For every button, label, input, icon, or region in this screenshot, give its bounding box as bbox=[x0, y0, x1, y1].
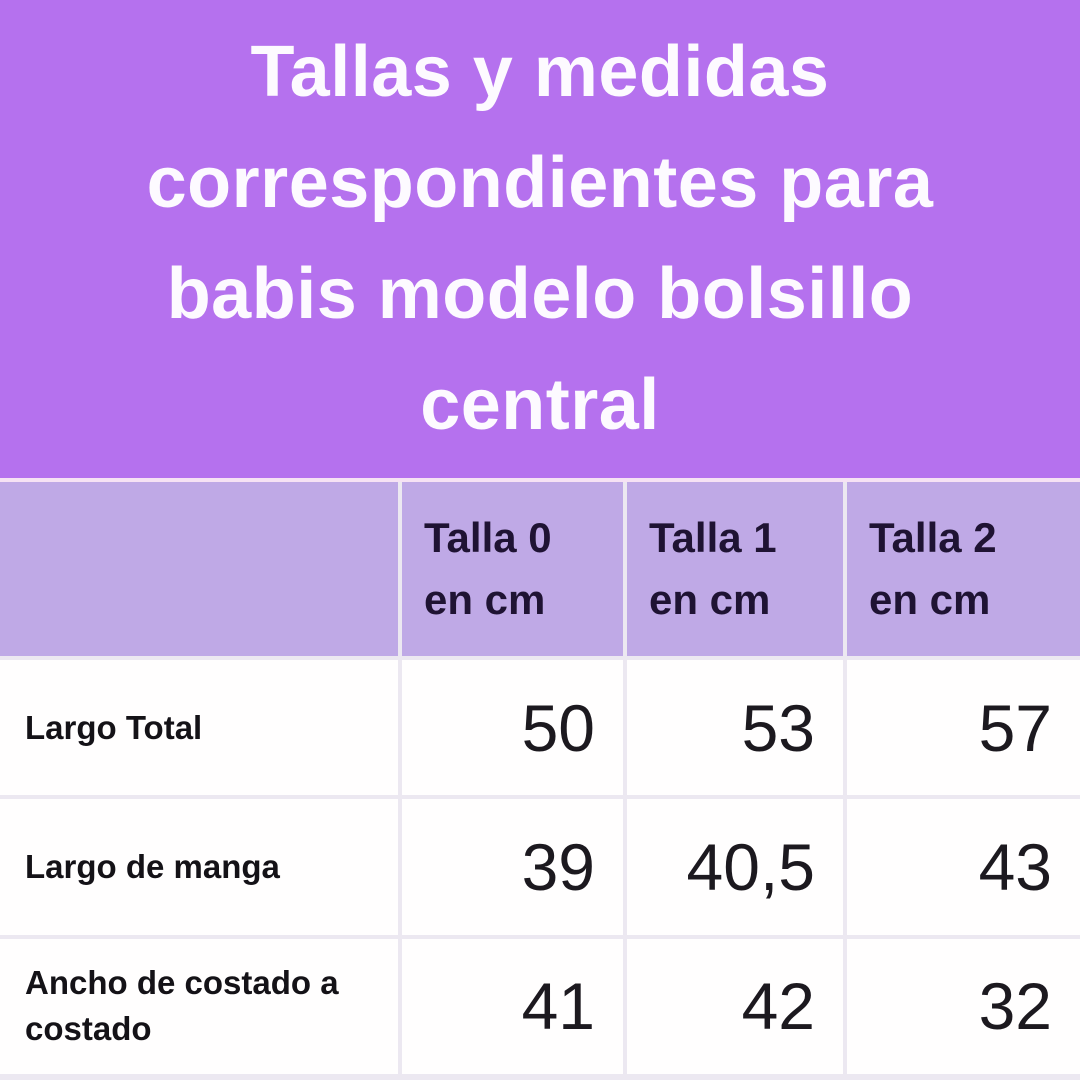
header-cell-talla-0: Talla 0 en cm bbox=[402, 482, 623, 656]
header-cell-talla-2: Talla 2 en cm bbox=[847, 482, 1080, 656]
page-title: Tallas y medidas correspondientes para b… bbox=[0, 0, 1080, 478]
title-line-4: central bbox=[420, 365, 660, 445]
page-title-text: Tallas y medidas correspondientes para b… bbox=[107, 17, 974, 461]
title-line-2: correspondientes para bbox=[146, 143, 934, 223]
header-talla-0-line1: Talla 0 bbox=[424, 514, 552, 561]
value-largo-total-talla-2: 57 bbox=[847, 660, 1080, 796]
value-largo-total-talla-0: 50 bbox=[402, 660, 623, 796]
header-talla-0-line2: en cm bbox=[424, 576, 546, 623]
value-ancho-costado-talla-1: 42 bbox=[627, 938, 843, 1074]
header-talla-2-line1: Talla 2 bbox=[869, 514, 997, 561]
value-ancho-costado-talla-0: 41 bbox=[402, 938, 623, 1074]
title-table-divider bbox=[0, 478, 1080, 482]
value-largo-de-manga-talla-2: 43 bbox=[847, 799, 1080, 935]
header-talla-2-line2: en cm bbox=[869, 576, 991, 623]
size-table: Talla 0 en cm Talla 1 en cm Talla 2 en c… bbox=[0, 482, 1080, 1080]
title-line-1: Tallas y medidas bbox=[250, 32, 830, 112]
value-ancho-costado-talla-2: 32 bbox=[847, 938, 1080, 1074]
header-cell-empty bbox=[0, 482, 398, 656]
header-talla-1-line2: en cm bbox=[649, 576, 771, 623]
row-label-largo-de-manga: Largo de manga bbox=[0, 799, 398, 935]
row-label-ancho-costado: Ancho de costado a costado bbox=[0, 938, 398, 1074]
value-largo-de-manga-talla-0: 39 bbox=[402, 799, 623, 935]
row-label-largo-total: Largo Total bbox=[0, 660, 398, 796]
value-largo-total-talla-1: 53 bbox=[627, 660, 843, 796]
title-line-3: babis modelo bolsillo bbox=[166, 254, 914, 334]
header-talla-1-line1: Talla 1 bbox=[649, 514, 777, 561]
header-cell-talla-1: Talla 1 en cm bbox=[627, 482, 843, 656]
value-largo-de-manga-talla-1: 40,5 bbox=[627, 799, 843, 935]
